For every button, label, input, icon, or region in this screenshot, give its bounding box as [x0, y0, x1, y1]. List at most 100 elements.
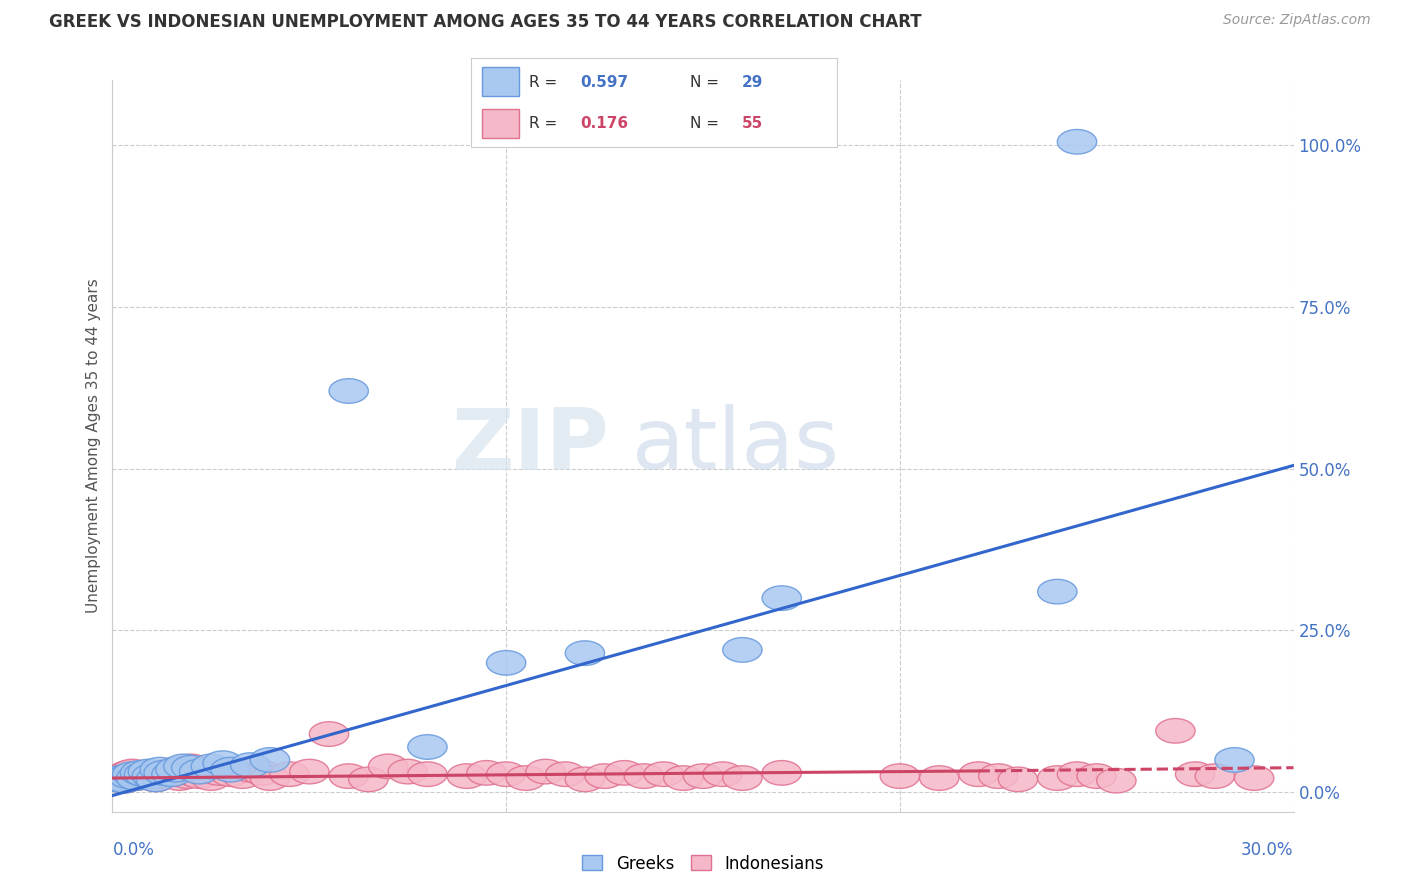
Ellipse shape	[101, 764, 141, 789]
Text: R =: R =	[530, 117, 562, 131]
Ellipse shape	[108, 761, 148, 785]
Text: N =: N =	[690, 75, 724, 89]
Text: GREEK VS INDONESIAN UNEMPLOYMENT AMONG AGES 35 TO 44 YEARS CORRELATION CHART: GREEK VS INDONESIAN UNEMPLOYMENT AMONG A…	[49, 13, 922, 31]
Ellipse shape	[1175, 762, 1215, 787]
Text: R =: R =	[530, 75, 562, 89]
Ellipse shape	[880, 764, 920, 789]
Ellipse shape	[1077, 764, 1116, 789]
Ellipse shape	[200, 761, 239, 785]
Text: Source: ZipAtlas.com: Source: ZipAtlas.com	[1223, 13, 1371, 28]
Text: 0.176: 0.176	[581, 117, 628, 131]
Ellipse shape	[141, 757, 180, 782]
Ellipse shape	[121, 762, 160, 787]
Text: atlas: atlas	[633, 404, 841, 488]
Ellipse shape	[132, 762, 172, 787]
Ellipse shape	[486, 762, 526, 787]
Ellipse shape	[368, 754, 408, 779]
Ellipse shape	[112, 762, 152, 787]
Ellipse shape	[191, 754, 231, 779]
Ellipse shape	[176, 762, 215, 787]
Ellipse shape	[152, 762, 191, 787]
Ellipse shape	[250, 747, 290, 772]
Ellipse shape	[920, 765, 959, 790]
Ellipse shape	[1215, 747, 1254, 772]
Ellipse shape	[447, 764, 486, 789]
Ellipse shape	[172, 756, 211, 780]
Ellipse shape	[141, 764, 180, 789]
Ellipse shape	[270, 762, 309, 787]
Text: N =: N =	[690, 117, 724, 131]
Ellipse shape	[723, 765, 762, 790]
Ellipse shape	[143, 761, 183, 785]
Ellipse shape	[250, 765, 290, 790]
Ellipse shape	[104, 768, 143, 793]
Ellipse shape	[121, 761, 160, 785]
Ellipse shape	[156, 757, 195, 782]
Ellipse shape	[222, 764, 262, 789]
Ellipse shape	[1038, 579, 1077, 604]
Ellipse shape	[644, 762, 683, 787]
Ellipse shape	[167, 764, 207, 789]
Ellipse shape	[408, 735, 447, 759]
Ellipse shape	[231, 753, 270, 778]
Ellipse shape	[723, 638, 762, 662]
Ellipse shape	[762, 761, 801, 785]
Ellipse shape	[467, 761, 506, 785]
Ellipse shape	[231, 757, 270, 782]
Ellipse shape	[202, 751, 242, 775]
Ellipse shape	[180, 759, 219, 784]
Ellipse shape	[664, 765, 703, 790]
Ellipse shape	[624, 764, 664, 789]
Ellipse shape	[104, 768, 143, 793]
Ellipse shape	[1038, 765, 1077, 790]
Ellipse shape	[703, 762, 742, 787]
Ellipse shape	[1195, 764, 1234, 789]
Ellipse shape	[191, 765, 231, 790]
Ellipse shape	[101, 765, 141, 790]
Ellipse shape	[160, 765, 200, 790]
Ellipse shape	[290, 759, 329, 784]
Ellipse shape	[585, 764, 624, 789]
Ellipse shape	[180, 764, 219, 789]
Text: 0.0%: 0.0%	[112, 841, 155, 859]
Ellipse shape	[388, 759, 427, 784]
Ellipse shape	[1057, 762, 1097, 787]
Y-axis label: Unemployment Among Ages 35 to 44 years: Unemployment Among Ages 35 to 44 years	[86, 278, 101, 614]
Ellipse shape	[156, 757, 195, 782]
Ellipse shape	[486, 650, 526, 675]
Ellipse shape	[546, 762, 585, 787]
Ellipse shape	[242, 761, 281, 785]
Ellipse shape	[128, 764, 167, 789]
Ellipse shape	[408, 762, 447, 787]
Ellipse shape	[309, 722, 349, 747]
Ellipse shape	[117, 765, 156, 790]
Ellipse shape	[117, 765, 156, 790]
Ellipse shape	[124, 762, 163, 787]
Ellipse shape	[762, 586, 801, 610]
Ellipse shape	[112, 759, 152, 784]
Ellipse shape	[565, 767, 605, 792]
Text: ZIP: ZIP	[451, 404, 609, 488]
Ellipse shape	[143, 761, 183, 785]
Ellipse shape	[1097, 768, 1136, 793]
Ellipse shape	[183, 759, 222, 784]
Ellipse shape	[172, 754, 211, 779]
Legend: Greeks, Indonesians: Greeks, Indonesians	[575, 848, 831, 880]
Ellipse shape	[97, 765, 136, 790]
Ellipse shape	[136, 767, 176, 792]
Ellipse shape	[132, 764, 172, 789]
Ellipse shape	[959, 762, 998, 787]
Ellipse shape	[605, 761, 644, 785]
Ellipse shape	[97, 767, 136, 792]
Ellipse shape	[152, 762, 191, 787]
Ellipse shape	[163, 754, 202, 779]
Ellipse shape	[998, 767, 1038, 792]
Ellipse shape	[211, 757, 250, 782]
Ellipse shape	[683, 764, 723, 789]
Ellipse shape	[329, 764, 368, 789]
Ellipse shape	[1156, 719, 1195, 743]
Ellipse shape	[526, 759, 565, 784]
FancyBboxPatch shape	[482, 109, 519, 138]
Ellipse shape	[148, 759, 187, 784]
Ellipse shape	[211, 762, 250, 787]
